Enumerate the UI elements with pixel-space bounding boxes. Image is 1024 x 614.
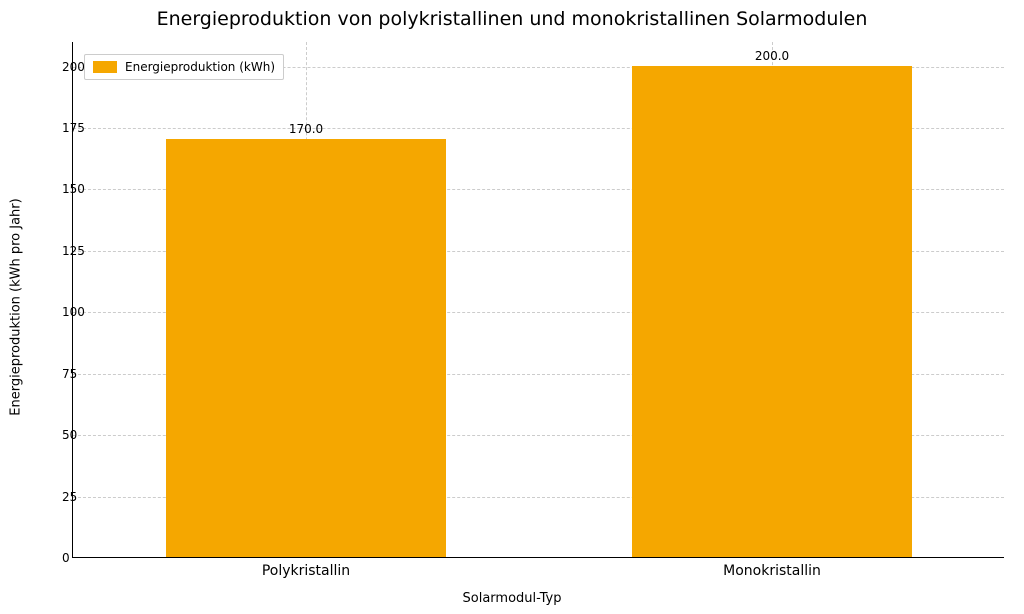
chart-title: Energieproduktion von polykristallinen u… xyxy=(0,8,1024,30)
bar-value-label: 200.0 xyxy=(755,49,789,63)
y-tick-label: 200 xyxy=(62,60,63,74)
y-tick-label: 150 xyxy=(62,182,63,196)
legend-label: Energieproduktion (kWh) xyxy=(125,60,275,74)
y-tick-label: 75 xyxy=(62,367,63,381)
y-tick-label: 0 xyxy=(62,551,63,565)
y-tick-label: 50 xyxy=(62,428,63,442)
bar-value-label: 170.0 xyxy=(289,122,323,136)
bar xyxy=(632,66,912,557)
x-tick-label: Monokristallin xyxy=(723,563,821,579)
y-axis-label: Energieproduktion (kWh pro Jahr) xyxy=(9,198,24,415)
x-tick-label: Polykristallin xyxy=(262,563,350,579)
chart-container: Energieproduktion von polykristallinen u… xyxy=(0,0,1024,614)
bar xyxy=(166,139,446,557)
y-tick-label: 125 xyxy=(62,244,63,258)
y-tick-label: 175 xyxy=(62,121,63,135)
legend: Energieproduktion (kWh) xyxy=(84,54,284,80)
plot-area: 0255075100125150175200170.0Polykristalli… xyxy=(72,42,1004,558)
x-axis-label: Solarmodul-Typ xyxy=(0,591,1024,606)
legend-swatch xyxy=(93,61,117,73)
y-tick-label: 100 xyxy=(62,305,63,319)
y-tick-label: 25 xyxy=(62,490,63,504)
